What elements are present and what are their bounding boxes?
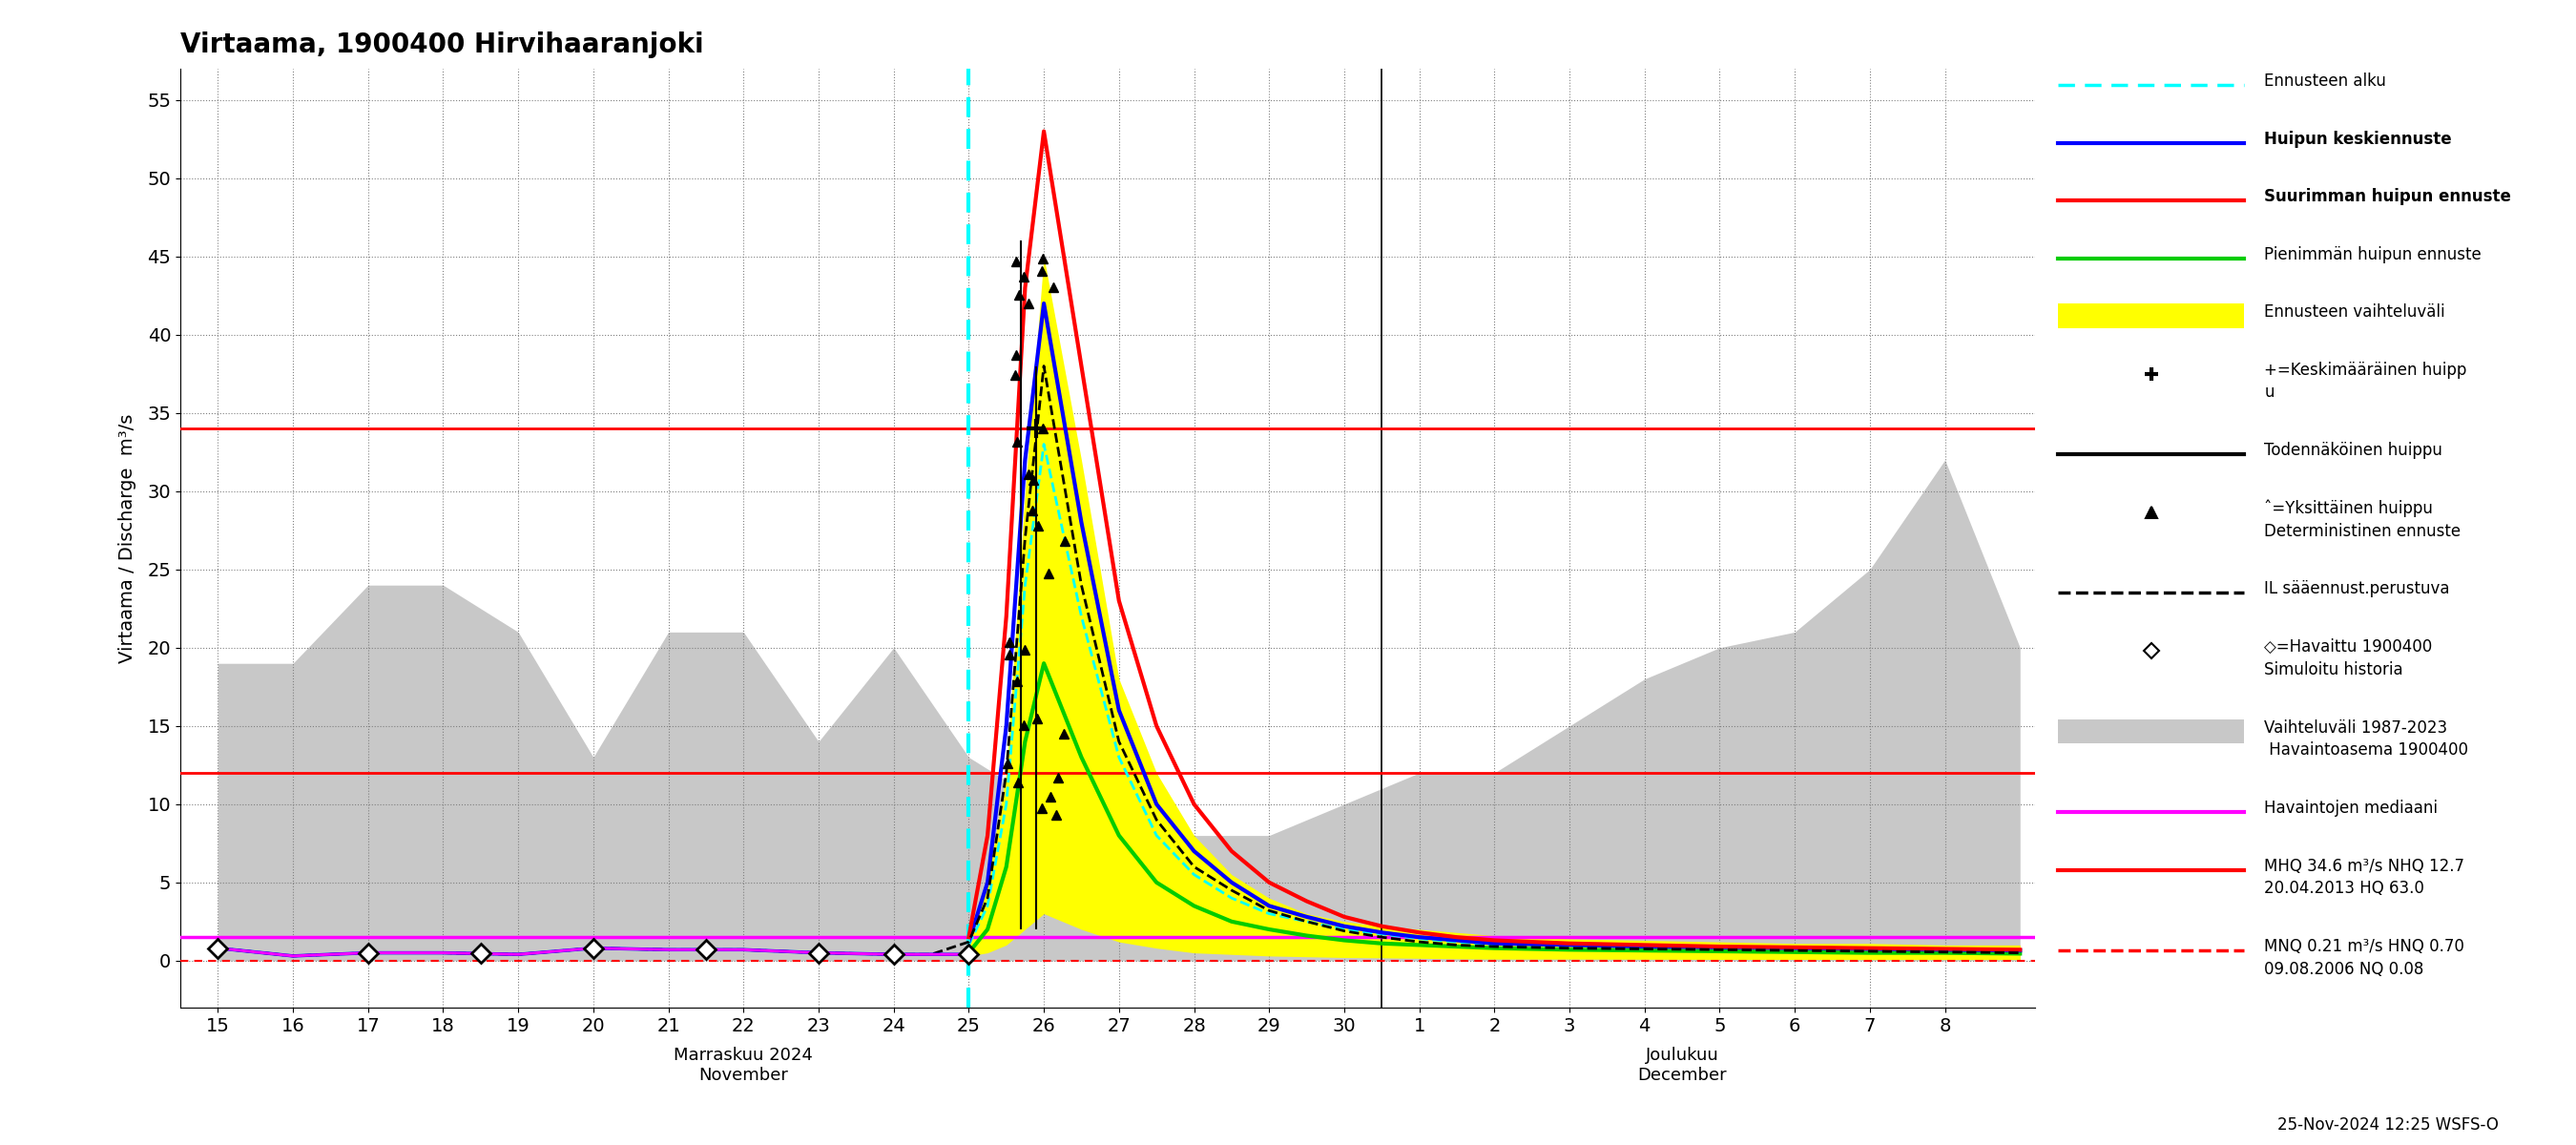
Text: Suurimman huipun ennuste: Suurimman huipun ennuste xyxy=(2264,188,2512,205)
Text: Vaihteluväli 1987-2023: Vaihteluväli 1987-2023 xyxy=(2264,719,2447,736)
Text: Marraskuu 2024
November: Marraskuu 2024 November xyxy=(675,1047,814,1083)
Text: MHQ 34.6 m³/s NHQ 12.7: MHQ 34.6 m³/s NHQ 12.7 xyxy=(2264,858,2465,875)
Text: Ennusteen vaihteluväli: Ennusteen vaihteluväli xyxy=(2264,303,2445,321)
Y-axis label: Virtaama / Discharge  m³/s: Virtaama / Discharge m³/s xyxy=(118,413,137,663)
Text: Huipun keskiennuste: Huipun keskiennuste xyxy=(2264,131,2452,148)
Text: IL sääennust.perustuva: IL sääennust.perustuva xyxy=(2264,581,2450,598)
Text: Pienimmän huipun ennuste: Pienimmän huipun ennuste xyxy=(2264,246,2481,263)
Text: ◇=Havaittu 1900400: ◇=Havaittu 1900400 xyxy=(2264,638,2432,655)
Text: Simuloitu historia: Simuloitu historia xyxy=(2264,661,2403,678)
Bar xyxy=(2058,719,2244,744)
Text: Havaintoasema 1900400: Havaintoasema 1900400 xyxy=(2264,742,2468,759)
Bar xyxy=(2058,303,2244,329)
Text: 25-Nov-2024 12:25 WSFS-O: 25-Nov-2024 12:25 WSFS-O xyxy=(2277,1116,2499,1134)
Text: Havaintojen mediaani: Havaintojen mediaani xyxy=(2264,800,2437,818)
Text: Ennusteen alku: Ennusteen alku xyxy=(2264,73,2385,90)
Text: u: u xyxy=(2264,384,2275,401)
Text: MNQ 0.21 m³/s HNQ 0.70: MNQ 0.21 m³/s HNQ 0.70 xyxy=(2264,939,2465,956)
Text: Joulukuu
December: Joulukuu December xyxy=(1638,1047,1726,1083)
Text: 20.04.2013 HQ 63.0: 20.04.2013 HQ 63.0 xyxy=(2264,881,2424,898)
Text: Todennäköinen huippu: Todennäköinen huippu xyxy=(2264,442,2442,459)
Text: ˆ=Yksittäinen huippu: ˆ=Yksittäinen huippu xyxy=(2264,499,2434,518)
Text: Virtaama, 1900400 Hirvihaaranjoki: Virtaama, 1900400 Hirvihaaranjoki xyxy=(180,32,703,58)
Text: Deterministinen ennuste: Deterministinen ennuste xyxy=(2264,522,2460,539)
Text: +=Keskimääräinen huipp: +=Keskimääräinen huipp xyxy=(2264,362,2468,379)
Text: 09.08.2006 NQ 0.08: 09.08.2006 NQ 0.08 xyxy=(2264,961,2424,978)
